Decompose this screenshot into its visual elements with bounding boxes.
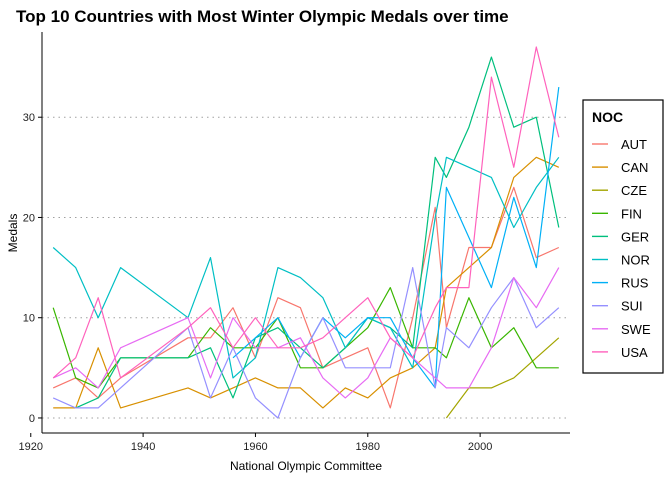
y-tick-label: 20 xyxy=(23,212,35,224)
y-tick-label: 10 xyxy=(23,313,35,325)
legend-label-aut: AUT xyxy=(621,137,647,152)
x-tick-label: 1920 xyxy=(19,441,43,453)
x-ticks: 1920 1940 1960 1980 2000 xyxy=(19,433,492,453)
y-ticks: 0 10 20 30 xyxy=(23,112,42,425)
series-line-sui xyxy=(52,267,560,419)
legend: NOC AUT CAN CZE FIN GER NOR RUS SUI SWE USA xyxy=(582,99,664,374)
series-line-rus xyxy=(232,87,560,389)
x-tick-label: 1940 xyxy=(131,441,155,453)
legend-label-ger: GER xyxy=(621,229,649,244)
legend-items: AUT CAN CZE FIN GER NOR RUS SUI SWE USA xyxy=(592,137,651,360)
series-line-usa xyxy=(52,46,560,379)
legend-label-sui: SUI xyxy=(621,299,643,314)
legend-label-usa: USA xyxy=(621,345,648,360)
series-line-nor xyxy=(52,156,560,379)
chart-title: Top 10 Countries with Most Winter Olympi… xyxy=(16,7,509,26)
legend-label-can: CAN xyxy=(621,160,648,175)
series-line-can xyxy=(53,156,560,409)
legend-title: NOC xyxy=(592,109,623,125)
series-line-swe xyxy=(52,267,560,399)
series-line-cze xyxy=(445,337,560,419)
legend-label-nor: NOR xyxy=(621,253,650,268)
grid-lines xyxy=(42,116,570,419)
x-axis-title: National Olympic Committee xyxy=(230,459,382,473)
y-axis-title: Medals xyxy=(6,214,20,253)
x-tick-label: 1980 xyxy=(356,441,380,453)
x-tick-label: 2000 xyxy=(468,441,492,453)
legend-label-cze: CZE xyxy=(621,183,647,198)
legend-label-swe: SWE xyxy=(621,322,651,337)
axes xyxy=(41,32,570,434)
legend-label-rus: RUS xyxy=(621,276,649,291)
series-lines xyxy=(52,46,560,419)
y-tick-label: 30 xyxy=(23,112,35,124)
legend-label-fin: FIN xyxy=(621,206,642,221)
y-tick-label: 0 xyxy=(29,413,35,425)
x-tick-label: 1960 xyxy=(243,441,267,453)
